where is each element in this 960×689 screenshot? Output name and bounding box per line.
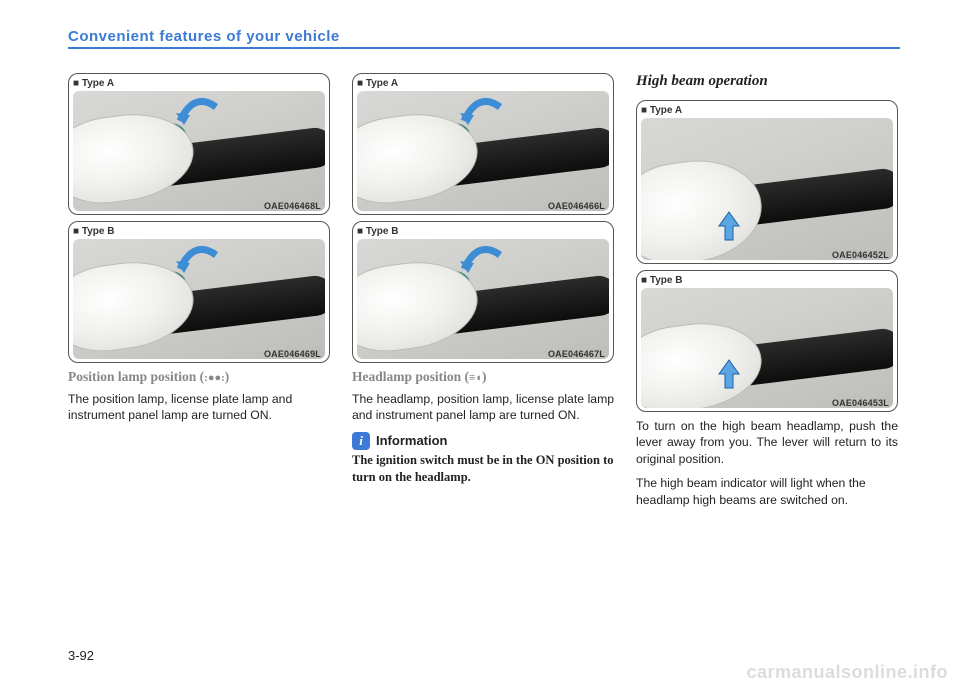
info-label: Information bbox=[376, 433, 448, 448]
subheading-headlamp: Headlamp position (≡◖) bbox=[352, 369, 614, 385]
figure-image bbox=[641, 118, 893, 260]
column-2: Type A OAE046466L Type B bbox=[352, 73, 614, 516]
figure-image bbox=[73, 91, 325, 211]
figure-label: Type B bbox=[357, 226, 609, 237]
section-header: Convenient features of your vehicle bbox=[68, 28, 900, 49]
figure-c3-b: Type B OAE046453L bbox=[636, 270, 898, 412]
figure-c1-b: Type B OAE046469L bbox=[68, 221, 330, 363]
subhead-text: Position lamp position ( bbox=[68, 369, 204, 384]
information-heading: i Information bbox=[352, 432, 614, 450]
figure-label: Type A bbox=[357, 78, 609, 89]
body-text: The headlamp, position lamp, license pla… bbox=[352, 391, 614, 424]
figure-image bbox=[357, 239, 609, 359]
figure-label: Type A bbox=[73, 78, 325, 89]
figure-label: Type B bbox=[73, 226, 325, 237]
rotate-arrow-icon bbox=[174, 95, 222, 125]
subhead-text: ) bbox=[225, 369, 230, 384]
figure-code: OAE046453L bbox=[832, 398, 889, 408]
heading-high-beam: High beam operation bbox=[636, 73, 898, 90]
column-3: High beam operation Type A OAE046452L Ty… bbox=[636, 73, 898, 516]
figure-c2-a: Type A OAE046466L bbox=[352, 73, 614, 215]
figure-code: OAE046467L bbox=[548, 349, 605, 359]
figure-image bbox=[73, 239, 325, 359]
headlamp-icon: ≡◖ bbox=[469, 372, 482, 384]
content-columns: Type A OAE046468L Type B bbox=[68, 73, 900, 516]
rotate-arrow-icon bbox=[174, 243, 222, 273]
figure-c2-b: Type B OAE046467L bbox=[352, 221, 614, 363]
figure-image bbox=[641, 288, 893, 408]
push-arrow-icon bbox=[717, 210, 741, 242]
page-number: 3-92 bbox=[68, 648, 94, 663]
figure-image bbox=[357, 91, 609, 211]
figure-code: OAE046468L bbox=[264, 201, 321, 211]
rotate-arrow-icon bbox=[458, 243, 506, 273]
figure-label: Type B bbox=[641, 275, 893, 286]
column-1: Type A OAE046468L Type B bbox=[68, 73, 330, 516]
figure-code: OAE046466L bbox=[548, 201, 605, 211]
figure-c3-a: Type A OAE046452L bbox=[636, 100, 898, 264]
figure-label: Type A bbox=[641, 105, 893, 116]
figure-code: OAE046469L bbox=[264, 349, 321, 359]
body-text: The high beam indicator will light when … bbox=[636, 475, 898, 508]
body-text: To turn on the high beam headlamp, push … bbox=[636, 418, 898, 467]
rotate-arrow-icon bbox=[458, 95, 506, 125]
push-arrow-icon bbox=[717, 358, 741, 390]
subheading-position-lamp: Position lamp position (:●●:) bbox=[68, 369, 330, 385]
position-lamp-icon: :●●: bbox=[204, 372, 225, 384]
figure-code: OAE046452L bbox=[832, 250, 889, 260]
subhead-text: Headlamp position ( bbox=[352, 369, 469, 384]
figure-c1-a: Type A OAE046468L bbox=[68, 73, 330, 215]
info-badge-icon: i bbox=[352, 432, 370, 450]
information-note: The ignition switch must be in the ON po… bbox=[352, 452, 614, 486]
body-text: The position lamp, license plate lamp an… bbox=[68, 391, 330, 424]
subhead-text: ) bbox=[482, 369, 487, 384]
watermark: carmanualsonline.info bbox=[746, 662, 948, 683]
